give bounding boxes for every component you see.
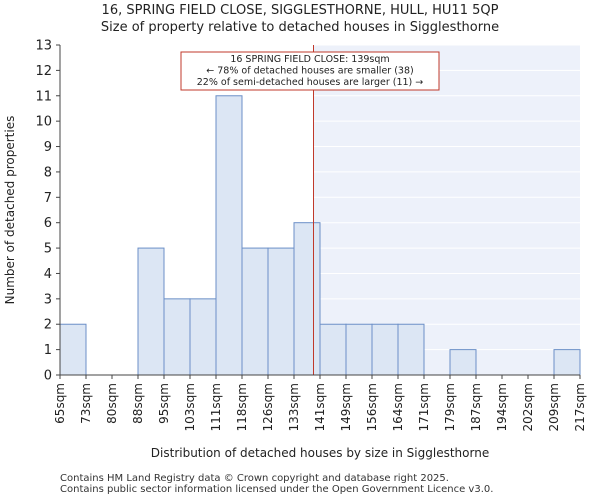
x-tick-label: 164sqm: [391, 383, 405, 431]
x-tick-label: 126sqm: [261, 383, 275, 431]
y-tick-label: 7: [44, 191, 52, 206]
bar: [241, 247, 269, 376]
y-tick-label: 3: [44, 292, 52, 307]
y-tick-label: 5: [44, 242, 52, 257]
x-tick-label: 118sqm: [235, 383, 249, 431]
x-tick-label: 209sqm: [547, 383, 561, 431]
x-tick-label: 103sqm: [183, 383, 197, 431]
x-tick-label: 217sqm: [573, 383, 587, 431]
chart-subtitle: Size of property relative to detached ho…: [100, 20, 500, 35]
y-tick-label: 11: [35, 89, 52, 104]
bar: [59, 323, 87, 376]
bar: [137, 247, 165, 376]
x-tick-label: 73sqm: [79, 383, 93, 424]
bar: [189, 298, 217, 376]
annotation-line: 22% of semi-detached houses are larger (…: [197, 77, 424, 88]
x-tick-label: 111sqm: [209, 383, 223, 431]
x-tick-label: 194sqm: [495, 383, 509, 431]
x-tick-label: 187sqm: [469, 383, 483, 431]
x-tick-label: 202sqm: [521, 383, 535, 431]
y-tick-label: 8: [44, 165, 52, 180]
y-tick-label: 10: [35, 115, 52, 130]
bar: [449, 349, 477, 376]
y-tick-label: 9: [44, 140, 52, 155]
annotation-line: ← 78% of detached houses are smaller (38…: [206, 66, 413, 77]
x-tick-label: 141sqm: [313, 383, 327, 431]
chart-title: 16, SPRING FIELD CLOSE, SIGGLESTHORNE, H…: [101, 3, 499, 18]
y-tick-label: 4: [44, 267, 52, 282]
bar: [345, 323, 373, 376]
y-tick-label: 12: [35, 64, 52, 79]
y-tick-label: 2: [44, 318, 52, 333]
x-tick-label: 88sqm: [131, 383, 145, 424]
x-tick-label: 133sqm: [287, 383, 301, 431]
bar: [319, 323, 347, 376]
y-tick-label: 0: [44, 369, 52, 384]
bar: [163, 298, 191, 376]
bar: [553, 349, 581, 376]
annotation-line: 16 SPRING FIELD CLOSE: 139sqm: [230, 54, 389, 65]
x-tick-label: 80sqm: [105, 383, 119, 424]
x-tick-label: 65sqm: [53, 383, 67, 424]
highlight-region: [313, 45, 580, 375]
x-tick-label: 149sqm: [339, 383, 353, 431]
bar: [397, 323, 425, 376]
footer-line-2: Contains public sector information licen…: [60, 484, 494, 495]
bar: [371, 323, 399, 376]
bar: [293, 222, 321, 376]
annotation-box: [180, 51, 440, 91]
y-tick-label: 1: [44, 343, 52, 358]
x-tick-label: 156sqm: [365, 383, 379, 431]
bar: [267, 247, 295, 376]
x-axis-title: Distribution of detached houses by size …: [151, 446, 489, 460]
y-tick-label: 13: [35, 39, 52, 54]
y-tick-label: 6: [44, 216, 52, 231]
footer-line-1: Contains HM Land Registry data © Crown c…: [60, 473, 449, 484]
y-axis-title: Number of detached properties: [3, 116, 17, 305]
x-tick-label: 171sqm: [417, 383, 431, 431]
x-tick-label: 179sqm: [443, 383, 457, 431]
x-tick-label: 95sqm: [157, 383, 171, 424]
bar: [215, 95, 243, 376]
